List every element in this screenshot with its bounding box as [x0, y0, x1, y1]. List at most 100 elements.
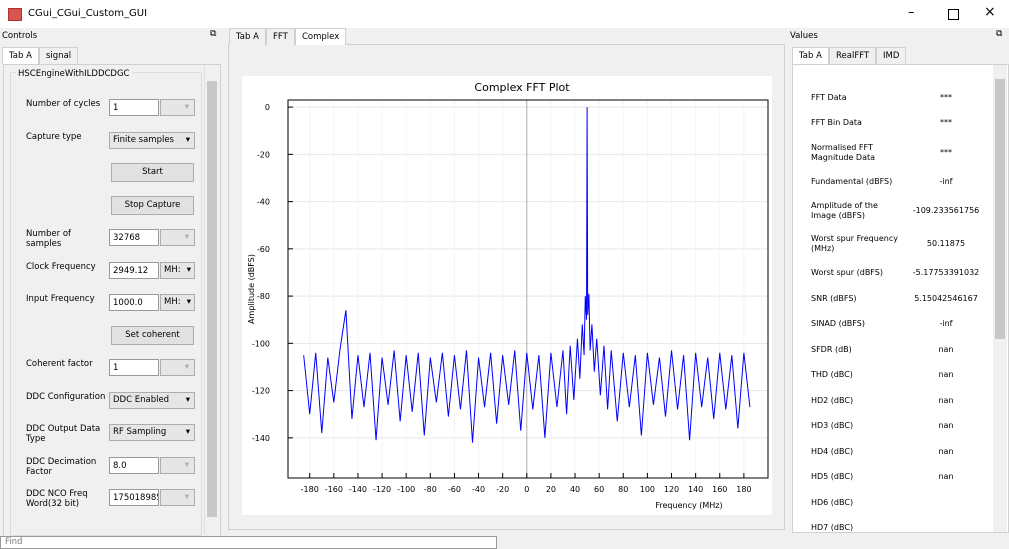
- x-tick-label: 100: [640, 485, 655, 494]
- value-label: HD5 (dBC): [811, 472, 854, 482]
- title-bar: CGui_CGui_Custom_GUI – ×: [0, 0, 1009, 28]
- button[interactable]: Start: [111, 163, 194, 182]
- button[interactable]: Stop Capture: [111, 195, 194, 215]
- tab[interactable]: Tab A: [2, 47, 39, 64]
- tab[interactable]: Complex: [295, 28, 347, 45]
- value-label: Amplitude of the Image (dBFS): [811, 201, 878, 220]
- arrow: ▾: [184, 232, 189, 242]
- float-icon[interactable]: ⧉: [210, 29, 217, 39]
- scroll-thumb[interactable]: [207, 81, 217, 517]
- value-text: nan: [938, 344, 954, 354]
- scrollbar[interactable]: [993, 65, 1007, 532]
- field-label: Number of samples: [26, 229, 72, 249]
- value-text: -109.233561756: [912, 206, 980, 215]
- arrow: ▾: [185, 394, 190, 405]
- tab[interactable]: FFT: [266, 28, 295, 45]
- value-text: -5.17753391032: [912, 268, 980, 278]
- dropdown[interactable]: ▾: [160, 229, 195, 246]
- dropdown[interactable]: ▾: [160, 456, 195, 474]
- x-tick-label: -160: [325, 485, 343, 494]
- text-input[interactable]: 8.0: [109, 456, 159, 474]
- minimize-button[interactable]: –: [908, 5, 915, 20]
- y-tick-label: -40: [257, 198, 270, 207]
- y-tick-label: -120: [252, 387, 270, 396]
- field-label: DDC Output Data Type: [26, 424, 101, 444]
- value-label: HD2 (dBC): [811, 395, 854, 405]
- value-text: nan: [938, 472, 954, 482]
- value-text: nan: [938, 421, 954, 431]
- x-tick-label: 60: [594, 485, 604, 494]
- dropdown[interactable]: ▾: [160, 99, 195, 116]
- x-tick-label: 80: [618, 485, 628, 494]
- chart: Complex FFT Plot Frequency (MHz) Amplitu…: [247, 81, 769, 510]
- x-tick-label: -80: [424, 485, 437, 494]
- value-label: FFT Bin Data: [811, 118, 862, 128]
- value-text: -inf: [939, 319, 953, 329]
- field-label: Clock Frequency: [26, 261, 96, 272]
- dropdown[interactable]: DDC Enabled ▾: [109, 391, 195, 409]
- plot-frame: [287, 99, 769, 479]
- values-panel: Values ⧉ FFT Data *** FFT Bin Data *** Norma…: [788, 28, 1009, 536]
- text-input[interactable]: 2949.12: [109, 261, 159, 279]
- arrow: ▾: [186, 264, 191, 275]
- scroll-thumb[interactable]: [995, 79, 1005, 339]
- dropdown[interactable]: RF Sampling ▾: [109, 424, 195, 441]
- unit-dropdown[interactable]: MH: ▾: [160, 294, 195, 311]
- value-label: Fundamental (dBFS): [811, 176, 893, 186]
- unit-dropdown[interactable]: MH: ▾: [160, 261, 195, 279]
- maximize-button[interactable]: [948, 9, 959, 20]
- button[interactable]: Set coherent: [111, 325, 194, 345]
- value-label: Normalised FFT Magnitude Data: [811, 142, 876, 162]
- panel-title: Values: [790, 31, 818, 41]
- values-body: FFT Data *** FFT Bin Data *** Normalised FFT…: [792, 64, 1009, 533]
- value-label: SINAD (dBFS): [811, 319, 865, 329]
- dropdown[interactable]: ▾: [160, 359, 195, 376]
- field-label: DDC NCO Freq Word(32 bit): [26, 489, 88, 509]
- dropdown[interactable]: Finite samples ▾: [109, 131, 195, 149]
- arrow: ▾: [184, 459, 189, 470]
- value-text: 5.15042546167: [914, 293, 978, 303]
- x-tick-label: -120: [373, 485, 391, 494]
- y-tick-label: -20: [257, 150, 270, 159]
- text-input[interactable]: 175018985: [109, 489, 159, 506]
- scrollbar[interactable]: [204, 65, 219, 535]
- find-input[interactable]: Find: [0, 536, 497, 549]
- text-input[interactable]: 32768: [109, 229, 159, 246]
- tab[interactable]: Tab A: [792, 47, 829, 64]
- x-tick-label: 0: [524, 485, 529, 494]
- field-label: DDC Configuration: [26, 391, 106, 402]
- window-title: CGui_CGui_Custom_GUI: [28, 8, 148, 19]
- float-icon[interactable]: ⧉: [996, 29, 1003, 39]
- tab[interactable]: signal: [39, 47, 79, 64]
- value-label: FFT Data: [811, 92, 847, 102]
- controls-panel: Controls ⧉ HSCEngineWithILDDCDGC Number …: [0, 28, 225, 538]
- value-text: ***: [940, 118, 952, 128]
- x-tick-label: 140: [688, 485, 703, 494]
- x-tick-label: 20: [546, 485, 556, 494]
- text-input[interactable]: 1: [109, 359, 159, 376]
- tab[interactable]: IMD: [876, 47, 907, 64]
- x-tick-label: 180: [736, 485, 751, 494]
- value-label: THD (dBC): [811, 370, 853, 380]
- arrow: ▾: [184, 362, 189, 372]
- x-tick-label: 160: [712, 485, 727, 494]
- arrow: ▾: [186, 297, 191, 307]
- panel-title: Controls: [2, 31, 38, 41]
- x-tick-label: -40: [472, 485, 485, 494]
- text-input[interactable]: 1000.0: [109, 294, 159, 311]
- tab[interactable]: RealFFT: [829, 47, 877, 64]
- close-button[interactable]: ×: [984, 4, 996, 20]
- tab[interactable]: Tab A: [229, 28, 266, 45]
- value-label: Worst spur Frequency (MHz): [811, 234, 898, 253]
- value-text: ***: [940, 147, 952, 157]
- dropdown[interactable]: ▾: [160, 489, 195, 506]
- find-placeholder: Find: [5, 537, 23, 547]
- x-axis-label: Frequency (MHz): [655, 501, 722, 510]
- text-input[interactable]: 1: [109, 99, 159, 116]
- field-label: DDC Decimation Factor: [26, 456, 97, 477]
- series-line: [303, 107, 751, 443]
- value-text: -inf: [939, 176, 953, 186]
- field-label: Capture type: [26, 131, 82, 142]
- x-tick-label: -180: [301, 485, 319, 494]
